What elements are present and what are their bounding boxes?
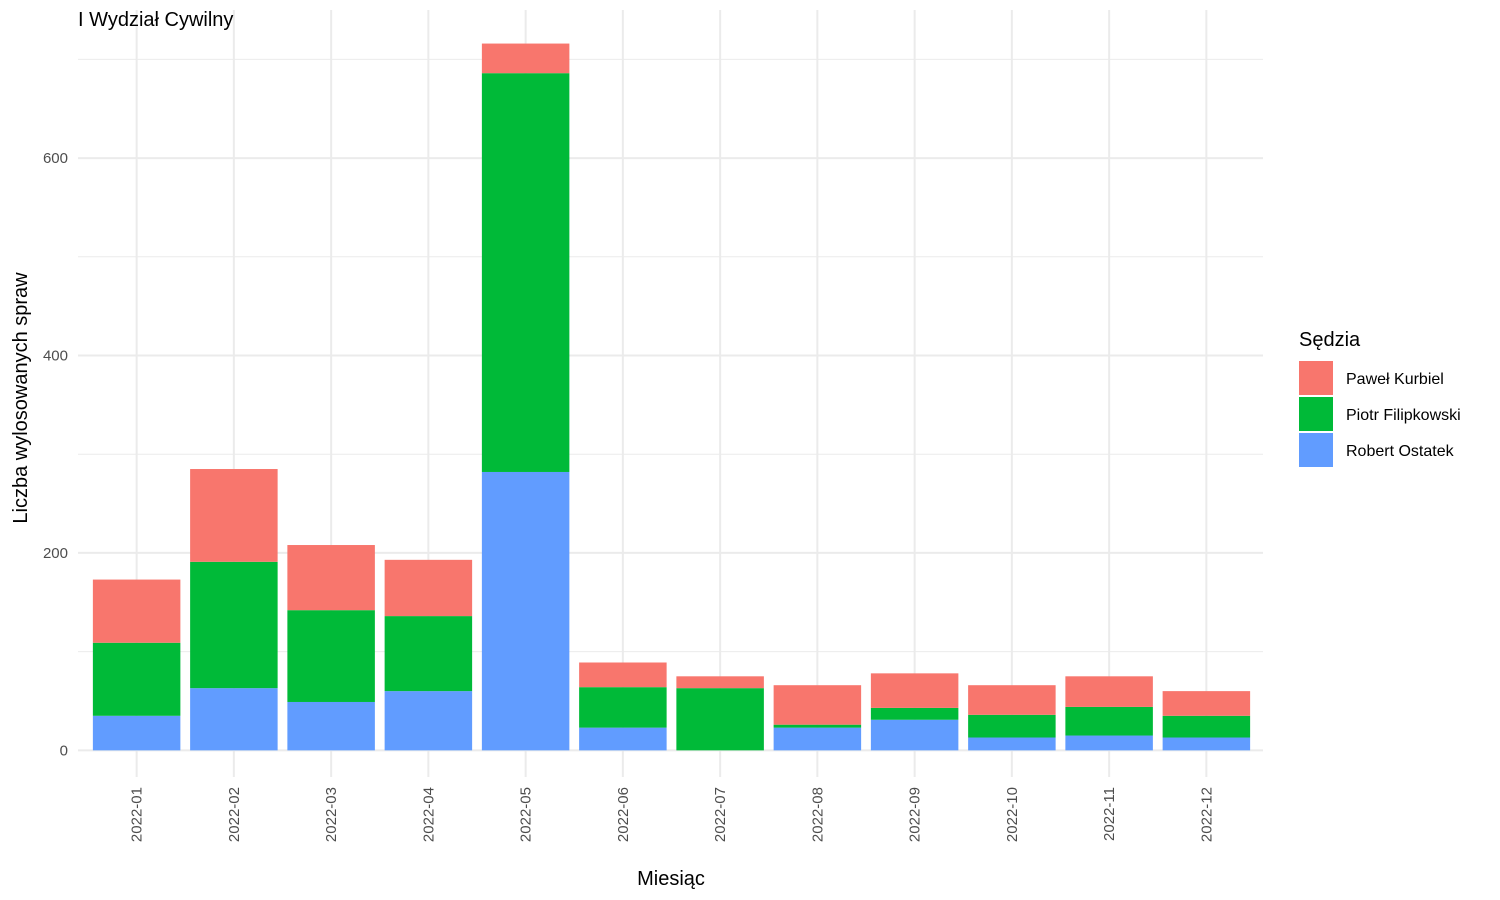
bar-segment — [773, 685, 862, 725]
x-axis-title: Miesiąc — [637, 868, 705, 890]
legend-item: Piotr Filipkowski — [1299, 397, 1461, 431]
y-tick-labels: 0 200 400 600 — [43, 150, 68, 759]
legend: Sędzia Paweł Kurbiel Piotr Filipkowski Rob… — [1299, 329, 1461, 467]
bar-segment — [92, 642, 181, 716]
bar-segment — [481, 73, 570, 472]
x-tick-label: 2022-02 — [226, 787, 243, 842]
chart-title: I Wydział Cywilny — [78, 9, 233, 31]
bar-segment — [773, 724, 862, 728]
x-tick-label: 2022-10 — [1004, 787, 1021, 842]
bar-segment — [190, 561, 278, 689]
bar-segment — [676, 688, 764, 751]
legend-swatch — [1299, 361, 1333, 395]
legend-label: Paweł Kurbiel — [1346, 371, 1444, 388]
bar-segment — [287, 701, 375, 751]
bar-segment — [870, 719, 959, 751]
bar-segment — [384, 691, 473, 751]
x-tick-label: 2022-07 — [712, 787, 729, 842]
bar-segment — [481, 471, 570, 751]
x-tick-label: 2022-08 — [809, 787, 826, 842]
bar-segment — [92, 579, 181, 643]
legend-item: Robert Ostatek — [1299, 433, 1455, 467]
bar-segment — [384, 559, 473, 617]
bar-segment — [968, 737, 1056, 751]
bar-segment — [1162, 737, 1251, 751]
x-tick-label: 2022-06 — [615, 787, 632, 842]
x-tick-label: 2022-11 — [1101, 787, 1118, 841]
x-tick-label: 2022-12 — [1198, 787, 1215, 842]
bar-segment — [481, 43, 570, 74]
bar-segment — [676, 676, 764, 689]
x-tick-label: 2022-03 — [323, 787, 340, 842]
bar-segment — [1065, 676, 1153, 707]
legend-swatch — [1299, 433, 1333, 467]
bar-segment — [870, 707, 959, 720]
bar-segment — [579, 687, 667, 728]
bar-segment — [190, 688, 278, 751]
y-axis-title: Liczba wylosowanych spraw — [10, 272, 32, 524]
bar-segment — [1065, 735, 1153, 751]
x-tick-labels: 2022-01 2022-02 2022-03 2022-04 2022-05 2022-… — [129, 787, 1216, 842]
bar-segment — [579, 727, 667, 751]
legend-swatch — [1299, 397, 1333, 431]
y-tick-label: 200 — [43, 545, 68, 562]
legend-label: Piotr Filipkowski — [1346, 407, 1461, 424]
bar-segment — [968, 714, 1056, 738]
legend-label: Robert Ostatek — [1346, 443, 1455, 460]
x-tick-label: 2022-05 — [518, 787, 535, 842]
bar-segment — [1065, 706, 1153, 736]
bar-segment — [968, 685, 1056, 715]
bar-segment — [287, 545, 375, 611]
bar-segment — [92, 715, 181, 751]
bar-segment — [190, 469, 278, 562]
bar-segment — [287, 610, 375, 702]
bar-segment — [870, 673, 959, 708]
bar-segment — [1162, 691, 1251, 716]
x-tick-label: 2022-01 — [129, 787, 146, 842]
y-tick-label: 0 — [60, 742, 68, 759]
y-tick-label: 600 — [43, 150, 68, 167]
legend-item: Paweł Kurbiel — [1299, 361, 1444, 395]
legend-title: Sędzia — [1299, 329, 1361, 351]
bars — [92, 43, 1251, 751]
x-tick-label: 2022-09 — [907, 787, 924, 842]
bar-segment — [579, 662, 667, 688]
bar-segment — [384, 616, 473, 692]
y-tick-label: 400 — [43, 347, 68, 364]
x-tick-label: 2022-04 — [420, 787, 437, 842]
bar-segment — [773, 727, 862, 751]
bar-segment — [1162, 715, 1251, 738]
